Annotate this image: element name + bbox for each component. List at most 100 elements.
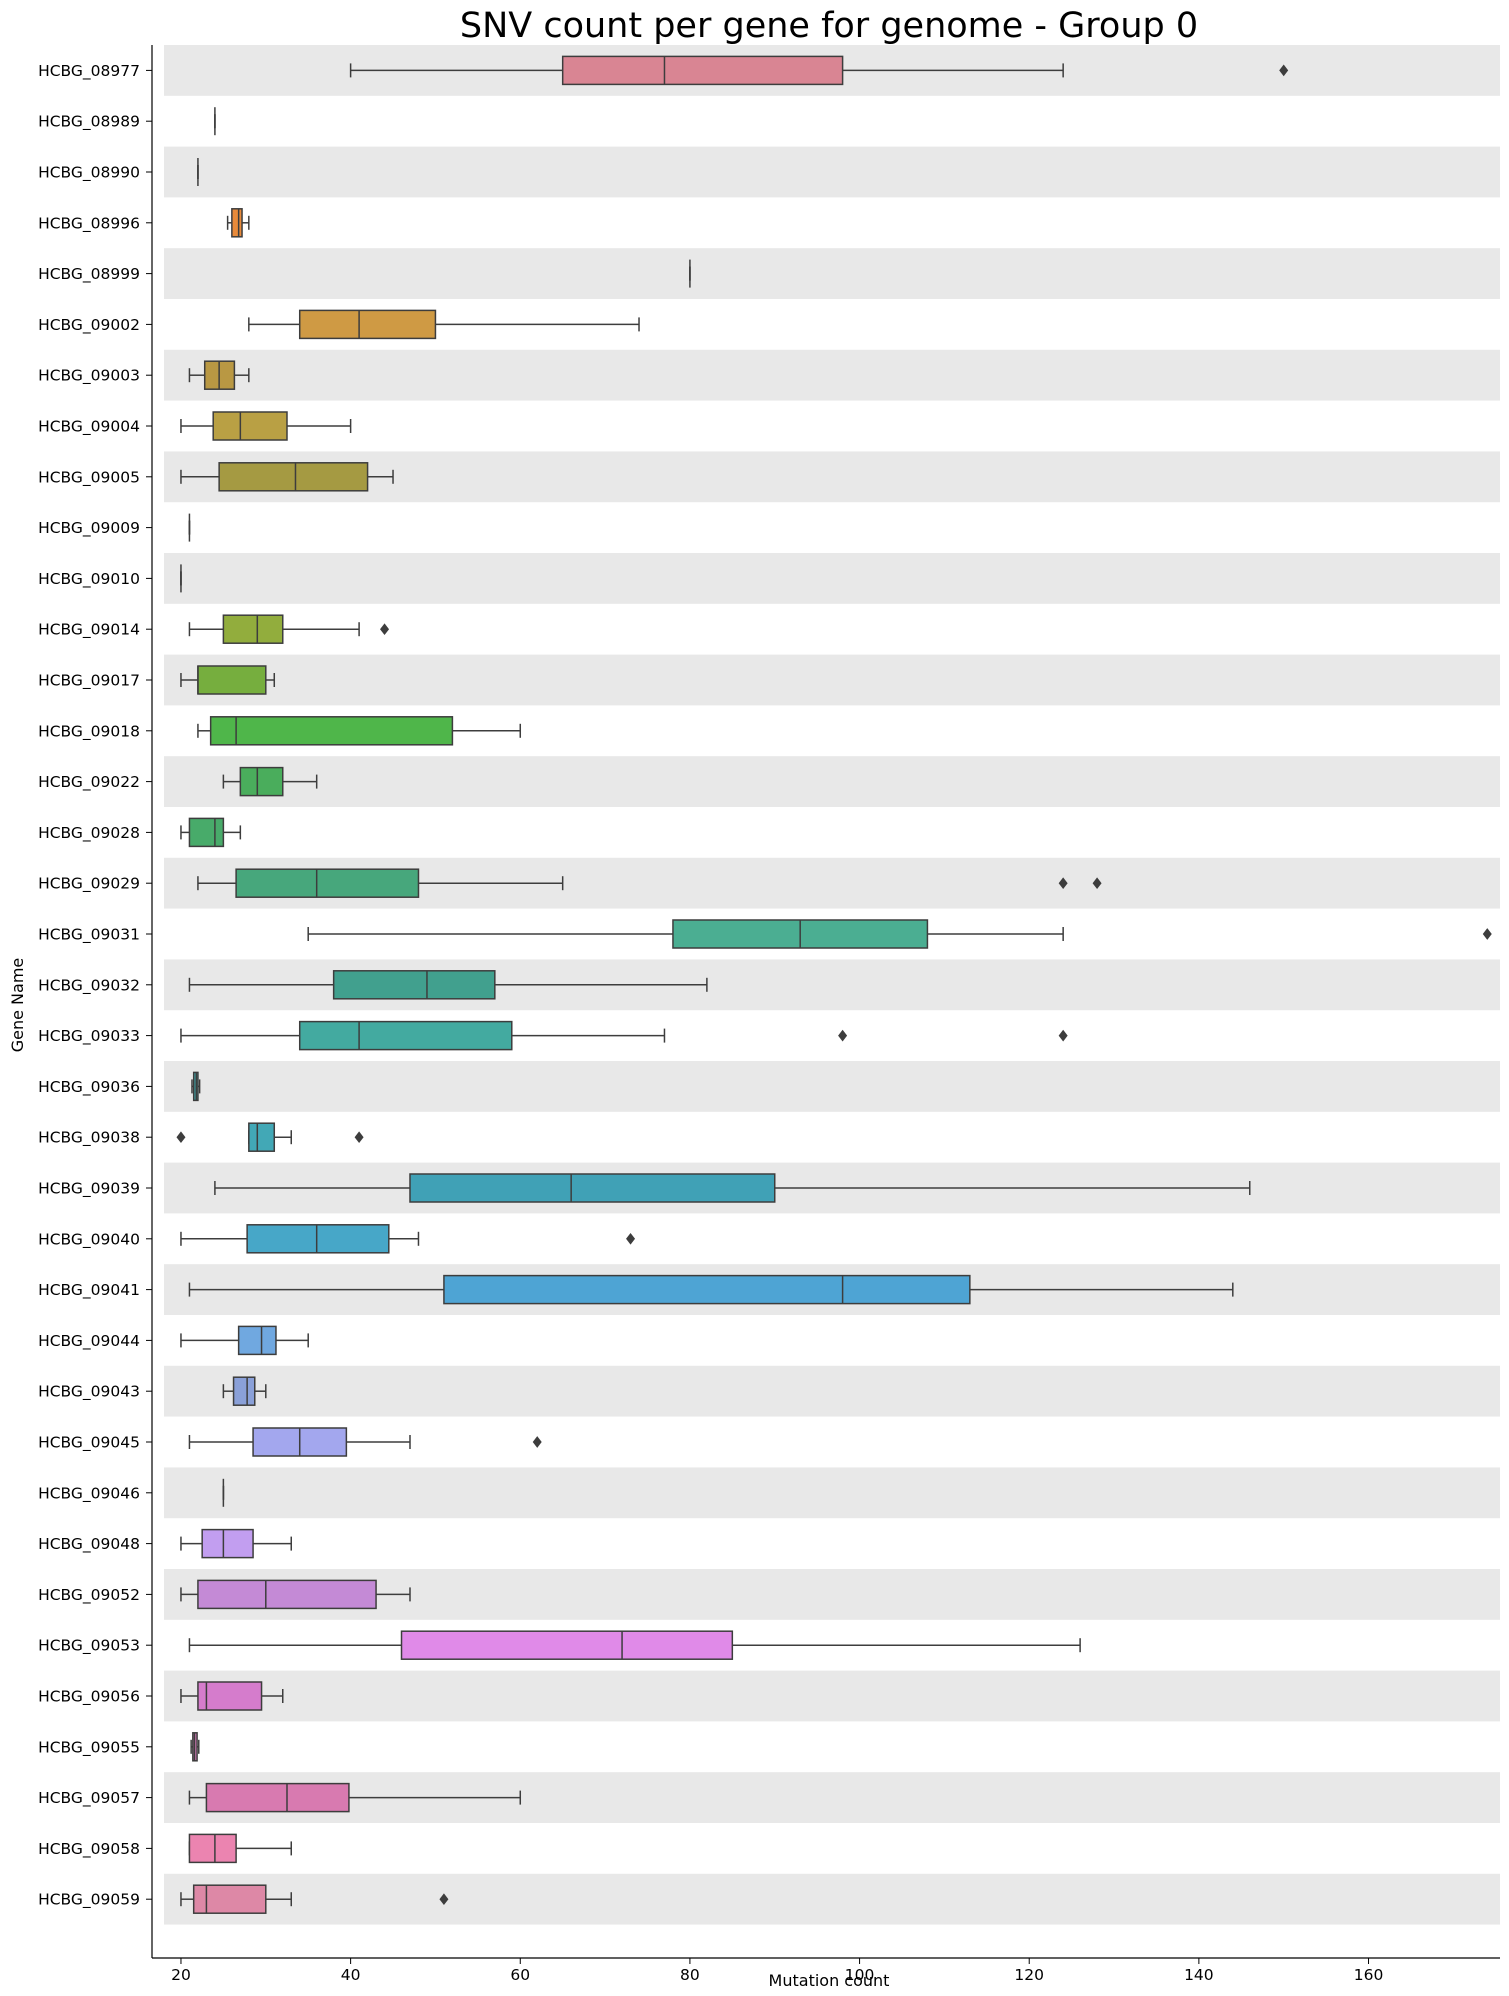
row-band [164, 1061, 1500, 1112]
box-hcbg_09044 [180, 1325, 309, 1356]
chart-title: SNV count per gene for genome - Group 0 [460, 6, 1198, 46]
box-hcbg_09058 [188, 1833, 292, 1864]
box-hcbg_09022 [222, 766, 318, 797]
row-band [164, 1365, 1500, 1417]
outlier-point [1279, 64, 1289, 77]
y-tick-label: HCBG_09002 [38, 316, 140, 335]
y-tick-label: HCBG_08999 [38, 265, 140, 284]
outlier-point [354, 1131, 364, 1144]
y-tick-label: HCBG_09045 [38, 1434, 140, 1453]
box-hcbg_09018 [197, 716, 522, 746]
box-hcbg_09003 [188, 360, 250, 390]
y-tick-label: HCBG_09038 [38, 1129, 140, 1148]
box-iqr [222, 614, 284, 644]
outlier-point [1092, 877, 1102, 890]
box-hcbg_09057 [188, 1782, 522, 1813]
y-tick-label: HCBG_09040 [38, 1230, 140, 1249]
y-tick-label: HCBG_09053 [38, 1637, 140, 1656]
y-tick-label: HCBG_09039 [38, 1180, 140, 1199]
box-hcbg_08977 [349, 55, 1289, 86]
box-hcbg_09045 [188, 1427, 542, 1457]
outlier-point [838, 1029, 848, 1042]
row-band [164, 248, 1500, 299]
y-tick-label: HCBG_09055 [38, 1738, 140, 1757]
box-hcbg_09059 [180, 1884, 449, 1914]
y-tick-label: HCBG_09005 [38, 468, 140, 487]
row-band [164, 1873, 1500, 1925]
box-iqr [212, 411, 288, 441]
row-band [164, 349, 1500, 401]
y-tick-label: HCBG_09052 [38, 1586, 140, 1605]
x-tick-label: 40 [341, 1966, 361, 1984]
box-iqr [248, 1122, 276, 1152]
row-band [164, 1467, 1500, 1519]
box-hcbg_09055 [190, 1732, 200, 1762]
y-tick-label: HCBG_09022 [38, 773, 140, 792]
box-hcbg_09029 [197, 868, 1102, 898]
box-iqr [239, 766, 284, 797]
box-hcbg_09041 [188, 1274, 1234, 1305]
y-tick-label: HCBG_08989 [38, 113, 140, 132]
box-iqr [188, 817, 225, 848]
box-iqr [298, 309, 437, 340]
box-iqr [218, 462, 369, 492]
box-hcbg_08996 [226, 208, 250, 238]
y-ticks: HCBG_08977 HCBG_08989 HCBG_08990 HCBG_08996… [38, 62, 152, 1910]
box-iqr [332, 970, 496, 1000]
box-hcbg_09056 [180, 1681, 284, 1711]
x-ticks: 20 40 60 80 100 120 140 160 [171, 1958, 1383, 1984]
y-tick-label: HCBG_09036 [38, 1078, 140, 1097]
box-iqr [400, 1630, 734, 1660]
outlier-point [380, 623, 390, 636]
y-tick-label: HCBG_09056 [38, 1688, 140, 1707]
y-tick-label: HCBG_09032 [38, 976, 140, 995]
x-tick-label: 20 [171, 1966, 191, 1984]
y-tick-label: HCBG_09057 [38, 1789, 140, 1808]
box-iqr [188, 1833, 237, 1864]
x-tick-label: 160 [1354, 1966, 1384, 1984]
box-hcbg_09053 [188, 1630, 1081, 1660]
box-iqr [197, 1579, 377, 1610]
box-hcbg_09052 [180, 1579, 411, 1610]
x-tick-label: 120 [1014, 1966, 1044, 1984]
outlier-point [1058, 1029, 1068, 1042]
box-hcbg_09048 [180, 1528, 292, 1559]
box-iqr [443, 1274, 971, 1305]
box-hcbg_09004 [180, 411, 352, 441]
row-band [164, 654, 1500, 706]
y-tick-label: HCBG_09048 [38, 1535, 140, 1554]
outlier-point [532, 1436, 542, 1448]
y-tick-label: HCBG_09004 [38, 418, 140, 437]
box-iqr [192, 1884, 267, 1914]
y-tick-label: HCBG_09018 [38, 722, 140, 741]
y-tick-label: HCBG_09029 [38, 875, 140, 894]
y-tick-label: HCBG_09031 [38, 926, 140, 945]
box-iqr [237, 1325, 277, 1356]
y-axis-label: Gene Name [8, 958, 27, 1053]
outlier-point [626, 1232, 636, 1245]
x-tick-label: 100 [845, 1966, 875, 1984]
row-band [164, 553, 1500, 604]
box-hcbg_09043 [222, 1376, 267, 1406]
outlier-point [1058, 877, 1068, 890]
y-tick-label: HCBG_09044 [38, 1332, 140, 1351]
box-hcbg_09038 [176, 1122, 364, 1152]
y-tick-label: HCBG_09003 [38, 367, 140, 386]
y-tick-label: HCBG_09010 [38, 570, 140, 589]
box-iqr [205, 1782, 350, 1813]
box-iqr [231, 208, 243, 238]
y-tick-label: HCBG_09033 [38, 1027, 140, 1046]
box-iqr [232, 1376, 256, 1406]
x-tick-label: 140 [1184, 1966, 1214, 1984]
row-band [164, 1670, 1500, 1722]
box-iqr [246, 1224, 390, 1254]
y-tick-label: HCBG_09059 [38, 1891, 140, 1910]
row-band [164, 756, 1500, 807]
box-hcbg_09002 [248, 309, 640, 340]
x-tick-label: 60 [510, 1966, 530, 1984]
y-tick-label: HCBG_09046 [38, 1484, 140, 1503]
box-series [176, 55, 1492, 1914]
box-iqr [201, 1528, 254, 1559]
outlier-point [1482, 928, 1492, 940]
box-iqr [235, 868, 420, 898]
